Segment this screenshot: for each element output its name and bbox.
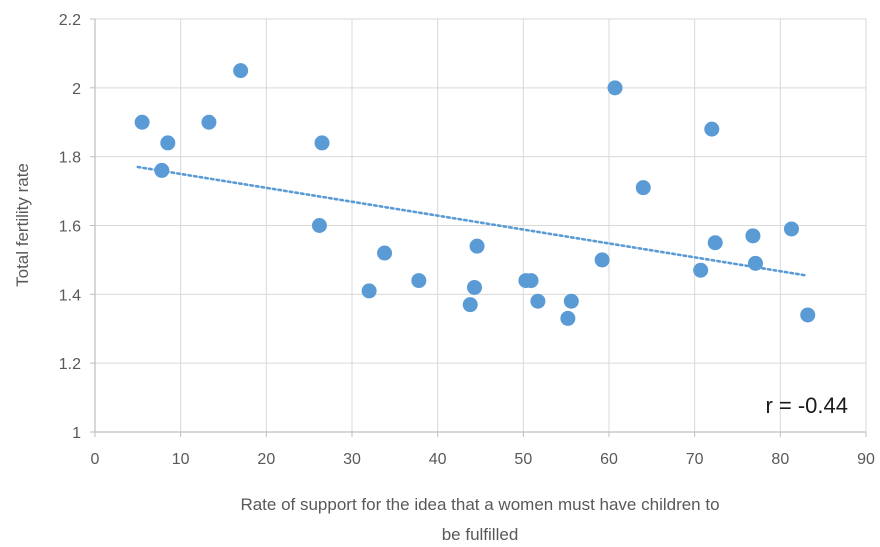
data-point (361, 283, 377, 299)
y-axis-title: Total fertility rate (13, 163, 32, 287)
data-point (154, 162, 170, 178)
x-tick-label: 10 (172, 451, 190, 468)
data-point (201, 114, 217, 130)
data-point (467, 279, 483, 295)
data-point (160, 135, 176, 151)
x-tick-label: 90 (857, 451, 875, 468)
data-point (530, 293, 546, 309)
x-tick-label: 0 (91, 451, 100, 468)
data-point (693, 262, 709, 278)
y-tick-labels: 1 1.2 1.4 1.6 1.8 2 2.2 (59, 12, 81, 442)
x-tick-label: 80 (771, 451, 789, 468)
gridlines (90, 18, 867, 437)
data-point (311, 218, 327, 233)
data-point (783, 221, 799, 237)
y-tick-label: 1.6 (59, 219, 81, 236)
x-tick-label: 70 (686, 451, 704, 468)
x-tick-labels: 0 10 20 30 40 50 60 70 80 90 (91, 451, 875, 468)
data-points (134, 63, 816, 326)
x-tick-label: 20 (257, 451, 275, 468)
x-axis-title-line-1: Rate of support for the idea that a wome… (240, 495, 719, 514)
data-point (563, 293, 579, 309)
data-point (745, 228, 761, 244)
correlation-annotation: r = -0.44 (765, 393, 848, 418)
data-point (594, 252, 610, 268)
x-tick-label: 50 (514, 451, 532, 468)
x-tick-label: 60 (600, 451, 618, 468)
x-tick-label: 30 (343, 451, 361, 468)
data-point (707, 235, 723, 251)
data-point (523, 273, 539, 289)
data-point (747, 255, 763, 271)
data-point (469, 238, 485, 254)
y-tick-label: 2 (72, 81, 81, 98)
data-point (134, 114, 150, 130)
data-point (635, 180, 651, 196)
data-point (800, 307, 816, 323)
data-point (704, 121, 720, 137)
trendline (136, 165, 808, 277)
y-tick-label: 2.2 (59, 12, 81, 29)
data-point (462, 297, 478, 313)
y-tick-label: 1.4 (59, 287, 81, 304)
data-point (607, 80, 623, 96)
data-point (233, 63, 249, 79)
data-point (314, 135, 330, 151)
y-tick-label: 1 (72, 425, 81, 442)
x-axis-title-line-2: be fulfilled (442, 525, 519, 544)
data-point (411, 273, 427, 289)
y-tick-label: 1.2 (59, 356, 81, 373)
x-tick-label: 40 (429, 451, 447, 468)
y-tick-label: 1.8 (59, 150, 81, 167)
data-point (560, 310, 576, 326)
data-point (377, 245, 393, 261)
